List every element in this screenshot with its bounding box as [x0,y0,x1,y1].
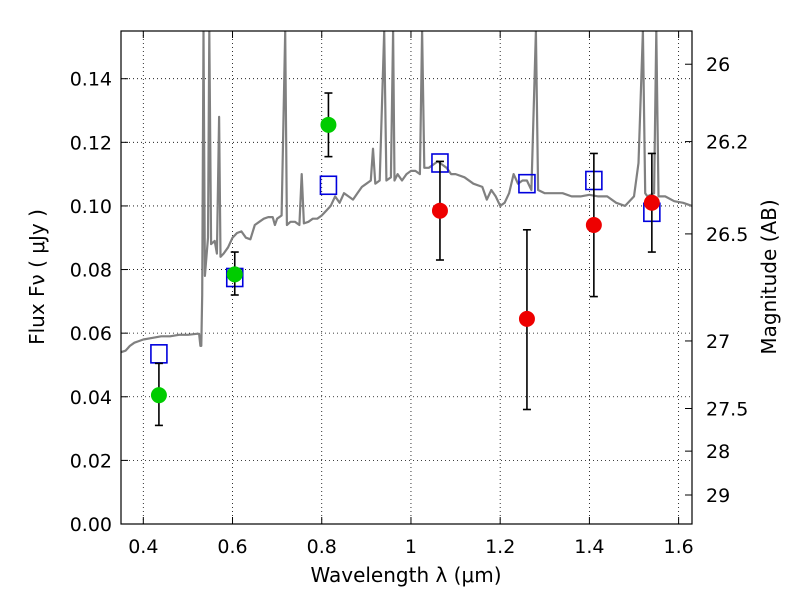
model-square [150,344,168,364]
y-axis-label: Flux Fν ( μJy ) [25,209,49,345]
photometry-point [585,217,602,234]
x-tick-label: 1.2 [485,536,515,558]
spectrum-path [121,31,692,354]
y-tick-label: 0.00 [70,514,112,536]
photometry-point [226,266,243,283]
model-square [518,173,536,194]
x-tick-label: 1.4 [574,536,604,558]
right-tick-label: 29 [706,485,730,507]
y-tick-label: 0.02 [70,450,112,472]
x-tick-labels: 0.4 0.6 0.8 1 1.2 1.4 1.6 [128,536,694,558]
x-tick-label: 1 [405,536,417,558]
y-tick-labels: 0.00 0.02 0.04 0.06 0.08 0.10 0.12 0.14 [70,69,112,536]
right-tick-label: 27.5 [706,399,748,421]
axis-ticks [121,31,692,525]
spectrum-line [121,31,692,354]
right-tick-label: 26.2 [706,132,748,154]
y-tick-label: 0.12 [70,132,112,154]
y-tick-label: 0.08 [70,260,112,282]
photometry-point [643,194,660,211]
grid [121,31,692,524]
y-tick-label: 0.10 [70,196,112,218]
x-tick-label: 0.4 [128,536,158,558]
right-tick-label: 27 [706,331,730,353]
y-tick-label: 0.06 [70,323,112,345]
right-axis-label: Magnitude (AB) [757,199,781,354]
photometry-point [431,202,448,219]
x-axis-label: Wavelength λ (μm) [310,563,501,587]
right-tick-labels: 26 26.2 26.5 27 27.5 28 29 [706,54,748,507]
photometry-point [150,387,167,404]
model-square-markers [150,153,661,364]
x-tick-label: 0.6 [217,536,247,558]
photometry-point [518,310,535,327]
photometry-points [150,92,660,427]
y-tick-label: 0.14 [70,69,112,91]
x-tick-label: 1.6 [664,536,694,558]
photometry-point [320,116,337,133]
model-square [319,175,338,196]
right-tick-label: 26.5 [706,224,748,246]
y-tick-label: 0.04 [70,387,112,409]
right-tick-label: 26 [706,54,730,76]
x-tick-label: 0.8 [307,536,337,558]
plot-frame [120,30,693,525]
right-tick-label: 28 [706,441,730,463]
